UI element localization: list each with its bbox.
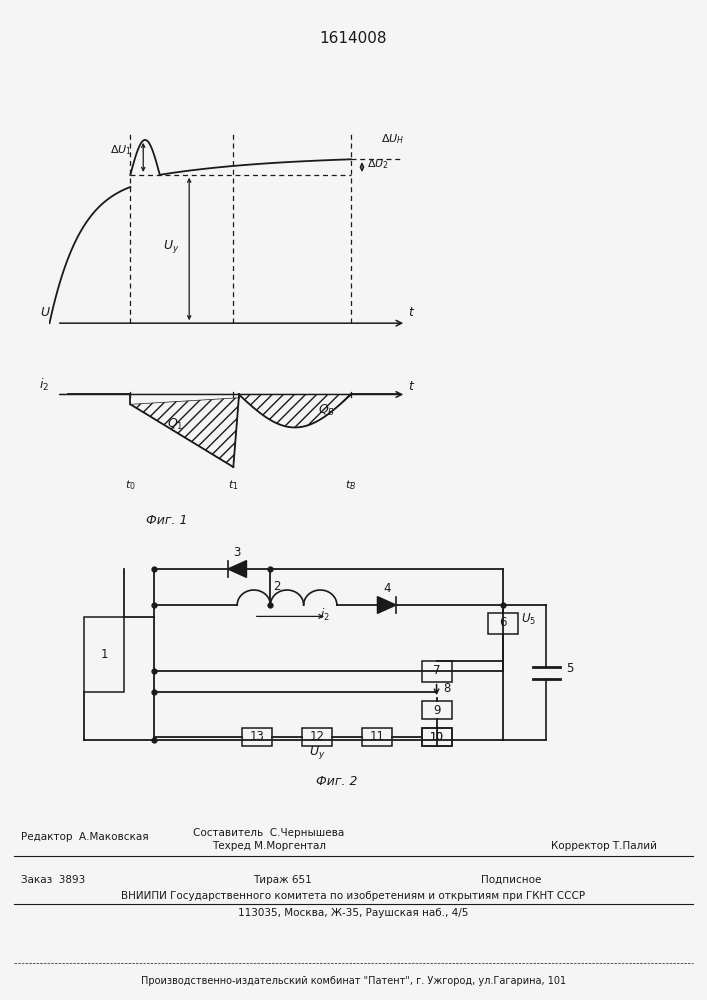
Bar: [362, 728, 392, 746]
Text: 10: 10: [430, 732, 443, 742]
Text: 5: 5: [566, 662, 573, 676]
Text: Тираж 651: Тираж 651: [253, 875, 312, 885]
Text: Техред М.Моргентал: Техред М.Моргентал: [211, 841, 326, 851]
Text: 13: 13: [250, 730, 264, 744]
Text: 1614008: 1614008: [320, 31, 387, 46]
Text: Редактор  А.Маковская: Редактор А.Маковская: [21, 832, 149, 842]
Bar: [421, 701, 452, 719]
Text: $U_y$: $U_y$: [163, 238, 179, 255]
Text: 11: 11: [369, 730, 385, 744]
Text: Заказ  3893: Заказ 3893: [21, 875, 86, 885]
Text: $i_2$: $i_2$: [320, 606, 330, 623]
Text: $\Delta U_H$: $\Delta U_H$: [381, 132, 404, 146]
Bar: [421, 728, 452, 746]
Bar: [84, 617, 124, 692]
Text: $t_0$: $t_0$: [125, 478, 136, 492]
Text: Составитель  С.Чернышева: Составитель С.Чернышева: [193, 828, 344, 838]
Text: $t_1$: $t_1$: [228, 478, 238, 492]
Text: Фиг. 2: Фиг. 2: [316, 775, 358, 788]
Text: t: t: [408, 306, 413, 319]
Text: $t_B$: $t_B$: [345, 478, 356, 492]
Text: 7: 7: [433, 664, 440, 678]
Text: $U_5$: $U_5$: [521, 612, 537, 627]
Bar: [243, 728, 272, 746]
Text: 1: 1: [100, 648, 108, 661]
Text: Производственно-издательский комбинат "Патент", г. Ужгород, ул.Гагарина, 101: Производственно-издательский комбинат "П…: [141, 976, 566, 986]
Text: 8: 8: [443, 682, 450, 695]
Text: Корректор Т.Палий: Корректор Т.Палий: [551, 841, 658, 851]
Text: 12: 12: [310, 730, 325, 744]
Text: 113035, Москва, Ж-35, Раушская наб., 4/5: 113035, Москва, Ж-35, Раушская наб., 4/5: [238, 908, 469, 918]
Text: 4: 4: [383, 582, 390, 594]
Text: 9: 9: [433, 704, 440, 716]
Text: 2: 2: [274, 580, 281, 593]
Polygon shape: [228, 561, 247, 577]
Text: $U_y$: $U_y$: [309, 744, 325, 761]
Bar: [421, 728, 452, 746]
Text: ВНИИПИ Государственного комитета по изобретениям и открытиям при ГКНТ СССР: ВНИИПИ Государственного комитета по изоб…: [122, 891, 585, 901]
Text: $Q_B$: $Q_B$: [318, 403, 335, 418]
Text: 3: 3: [233, 546, 241, 558]
Bar: [302, 728, 332, 746]
Text: Фиг. 1: Фиг. 1: [146, 514, 188, 526]
Text: $Q_1$: $Q_1$: [167, 416, 184, 432]
Bar: [488, 612, 518, 634]
Text: 10: 10: [430, 732, 443, 742]
Polygon shape: [378, 597, 396, 613]
Text: Подписное: Подписное: [481, 875, 541, 885]
Text: 6: 6: [499, 616, 507, 630]
Bar: [421, 660, 452, 682]
Text: $\Delta U_2$: $\Delta U_2$: [368, 157, 390, 171]
Text: U: U: [40, 306, 49, 319]
Text: t: t: [408, 380, 413, 393]
Text: $\Delta U_1$: $\Delta U_1$: [110, 143, 132, 157]
Text: $i_2$: $i_2$: [40, 377, 49, 393]
